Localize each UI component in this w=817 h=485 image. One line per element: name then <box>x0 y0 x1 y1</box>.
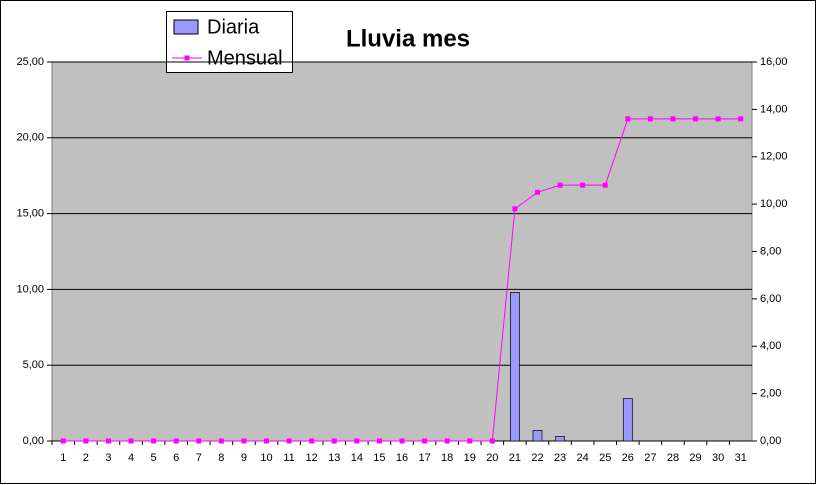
point <box>602 182 608 188</box>
y2-tick-label: 14,00 <box>760 103 788 115</box>
x-tick-label: 24 <box>577 452 589 464</box>
point <box>151 438 157 444</box>
x-tick-label: 12 <box>306 452 318 464</box>
point <box>534 189 540 195</box>
y-tick-label: 20,00 <box>16 132 44 144</box>
point <box>286 438 292 444</box>
x-tick-label: 16 <box>396 452 408 464</box>
y-tick-label: 10,00 <box>16 283 44 295</box>
bar <box>510 292 520 442</box>
y2-tick-label: 12,00 <box>760 151 788 163</box>
y2-tick-label: 4,00 <box>760 340 781 352</box>
legend-label: Mensual <box>207 47 283 69</box>
plot-area <box>51 61 753 442</box>
point <box>354 438 360 444</box>
x-tick-label: 22 <box>531 452 543 464</box>
point <box>196 438 202 444</box>
bar <box>622 398 633 442</box>
x-tick-label: 20 <box>486 452 498 464</box>
point <box>83 438 89 444</box>
x-tick-label: 27 <box>644 452 656 464</box>
y2-tick-label: 16,00 <box>760 56 788 68</box>
x-tick-label: 3 <box>105 452 111 464</box>
point <box>467 438 473 444</box>
x-tick-label: 7 <box>196 452 202 464</box>
x-tick-label: 31 <box>735 452 747 464</box>
y2-tick-label: 10,00 <box>760 198 788 210</box>
point <box>715 116 721 122</box>
x-tick-label: 13 <box>328 452 340 464</box>
y2-tick-label: 8,00 <box>760 245 781 257</box>
x-tick-label: 5 <box>151 452 157 464</box>
point <box>399 438 405 444</box>
x-tick-label: 6 <box>173 452 179 464</box>
bar <box>555 436 565 442</box>
x-tick-label: 2 <box>83 452 89 464</box>
point <box>693 116 699 122</box>
x-tick-label: 11 <box>283 452 294 464</box>
x-tick-label: 18 <box>441 452 453 464</box>
point <box>331 438 337 444</box>
point <box>105 438 111 444</box>
point <box>444 438 450 444</box>
point <box>376 438 382 444</box>
y-tick-label: 0,00 <box>23 435 44 447</box>
chart-title: Lluvia mes <box>346 25 470 52</box>
point <box>738 116 744 122</box>
legend-swatch <box>173 19 199 35</box>
x-tick-label: 1 <box>60 452 66 464</box>
x-tick-label: 10 <box>260 452 272 464</box>
y2-tick-label: 6,00 <box>760 293 781 305</box>
point <box>489 438 495 444</box>
point <box>580 182 586 188</box>
point <box>557 182 563 188</box>
y-tick-label: 5,00 <box>23 359 44 371</box>
x-tick-label: 8 <box>218 452 224 464</box>
point <box>264 438 270 444</box>
x-tick-label: 21 <box>509 452 521 464</box>
point <box>173 438 179 444</box>
x-tick-label: 15 <box>373 452 385 464</box>
legend-label: Diaria <box>207 16 260 38</box>
x-tick-label: 28 <box>667 452 679 464</box>
y-tick-label: 15,00 <box>16 208 44 220</box>
point <box>670 116 676 122</box>
point <box>512 206 518 212</box>
x-tick-label: 19 <box>464 452 476 464</box>
point <box>60 438 66 444</box>
point <box>128 438 134 444</box>
y-tick-label: 25,00 <box>16 56 44 68</box>
bar <box>532 430 543 442</box>
x-tick-label: 30 <box>712 452 724 464</box>
x-tick-label: 17 <box>418 452 430 464</box>
legend-swatch <box>184 55 190 61</box>
x-tick-label: 14 <box>351 452 363 464</box>
y2-tick-label: 2,00 <box>760 388 781 400</box>
x-tick-label: 26 <box>622 452 634 464</box>
point <box>625 116 631 122</box>
x-tick-label: 29 <box>689 452 701 464</box>
x-tick-label: 25 <box>599 452 611 464</box>
point <box>241 438 247 444</box>
x-tick-label: 23 <box>554 452 566 464</box>
point <box>647 116 653 122</box>
y2-tick-label: 0,00 <box>760 435 781 447</box>
point <box>422 438 428 444</box>
point <box>309 438 315 444</box>
point <box>218 438 224 444</box>
x-tick-label: 4 <box>128 452 134 464</box>
x-tick-label: 9 <box>241 452 247 464</box>
